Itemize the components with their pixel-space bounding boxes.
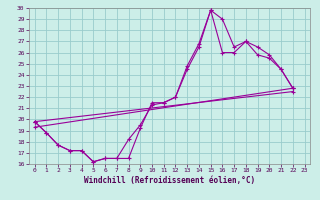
X-axis label: Windchill (Refroidissement éolien,°C): Windchill (Refroidissement éolien,°C) — [84, 176, 255, 185]
